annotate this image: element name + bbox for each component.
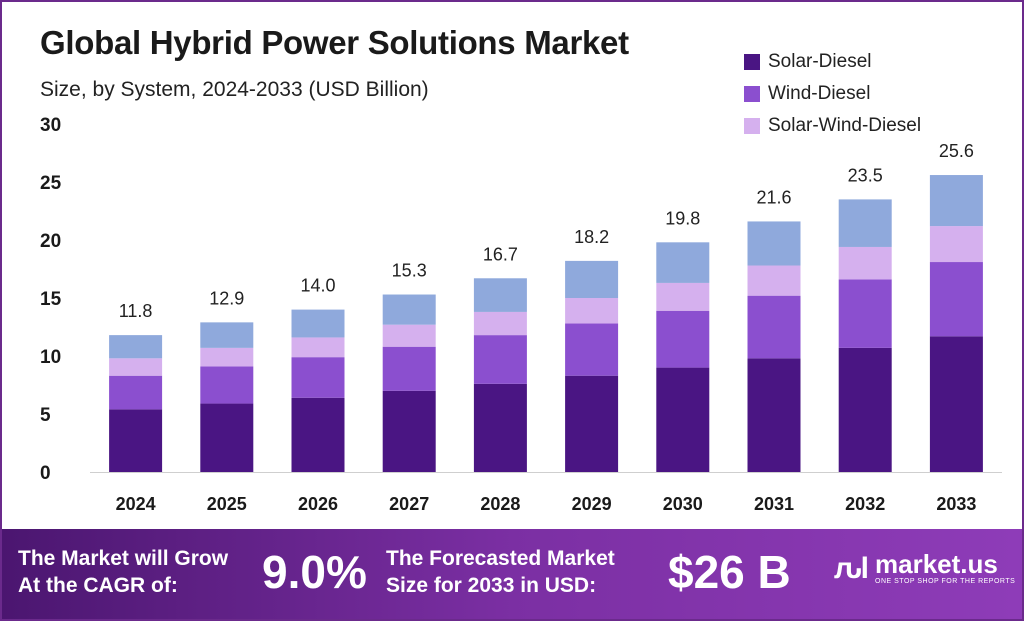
bar-segment-solar-wind-diesel bbox=[382, 324, 436, 347]
chart-legend: Solar-Diesel Wind-Diesel Solar-Wind-Dies… bbox=[744, 46, 921, 142]
bar-segment-series-4 bbox=[382, 294, 436, 325]
legend-label: Solar-Wind-Diesel bbox=[768, 115, 922, 136]
bar-total-label: 14.0 bbox=[300, 276, 335, 296]
cagr-label: The Market will Grow At the CAGR of: bbox=[18, 545, 228, 599]
bar-total-label: 15.3 bbox=[392, 261, 427, 281]
bar-segment-wind-diesel bbox=[929, 262, 983, 337]
legend-item-solar-diesel: Solar-Diesel bbox=[744, 46, 921, 78]
bar-segment-solar-diesel bbox=[109, 409, 163, 472]
bar-total-label: 18.2 bbox=[574, 227, 609, 247]
bar-segment-solar-wind-diesel bbox=[565, 298, 619, 324]
chart-title: Global Hybrid Power Solutions Market bbox=[40, 24, 629, 61]
footer-banner: The Market will Grow At the CAGR of: 9.0… bbox=[2, 529, 1022, 619]
legend-label: Solar-Diesel bbox=[768, 51, 872, 72]
x-tick-label: 2026 bbox=[298, 494, 338, 514]
bar-total-label: 16.7 bbox=[483, 244, 518, 264]
legend-swatch bbox=[744, 86, 760, 102]
y-tick-label: 10 bbox=[40, 347, 61, 368]
bar-segment-solar-diesel bbox=[473, 383, 527, 472]
x-tick-label: 2033 bbox=[936, 494, 976, 514]
bar-segment-series-4 bbox=[291, 309, 345, 338]
y-tick-label: 5 bbox=[40, 405, 51, 426]
forecast-label: The Forecasted Market Size for 2033 in U… bbox=[386, 545, 615, 599]
bar-total-label: 21.6 bbox=[756, 187, 791, 207]
bar-total-label: 12.9 bbox=[209, 288, 244, 308]
bar-segment-series-4 bbox=[200, 322, 254, 348]
bar-segment-solar-diesel bbox=[200, 403, 254, 472]
bar-segment-solar-wind-diesel bbox=[291, 337, 345, 358]
logo-tagline: ONE STOP SHOP FOR THE REPORTS bbox=[875, 578, 1016, 585]
bar-segment-series-4 bbox=[109, 335, 163, 359]
bar-total-label: 11.8 bbox=[119, 301, 153, 321]
forecast-label-line1: The Forecasted Market bbox=[386, 547, 615, 570]
bar-segment-wind-diesel bbox=[291, 357, 345, 398]
x-tick-label: 2027 bbox=[389, 494, 429, 514]
bar-segment-wind-diesel bbox=[838, 279, 892, 348]
bar-segment-wind-diesel bbox=[473, 335, 527, 384]
bar-segment-solar-diesel bbox=[929, 336, 983, 472]
forecast-label-line2: Size for 2033 in USD: bbox=[386, 574, 597, 597]
bar-segment-wind-diesel bbox=[656, 310, 710, 368]
bar-segment-wind-diesel bbox=[200, 366, 254, 404]
bar-segment-solar-diesel bbox=[382, 390, 436, 472]
bar-chart: 05101520253011.8202412.9202514.0202615.3… bbox=[40, 115, 1002, 514]
logo-name: market.us bbox=[875, 549, 998, 579]
legend-item-solar-wind-diesel: Solar-Wind-Diesel bbox=[744, 110, 921, 142]
x-tick-label: 2031 bbox=[754, 494, 794, 514]
cagr-label-line2: At the CAGR of: bbox=[18, 574, 178, 597]
bar-segment-wind-diesel bbox=[382, 346, 436, 391]
legend-label: Wind-Diesel bbox=[768, 83, 871, 104]
legend-item-wind-diesel: Wind-Diesel bbox=[744, 78, 921, 110]
y-tick-label: 30 bbox=[40, 115, 61, 136]
x-tick-label: 2029 bbox=[572, 494, 612, 514]
x-tick-label: 2032 bbox=[845, 494, 885, 514]
x-tick-label: 2025 bbox=[207, 494, 247, 514]
bar-total-label: 23.5 bbox=[848, 165, 883, 185]
bar-segment-series-4 bbox=[473, 278, 527, 312]
cagr-value: 9.0% bbox=[262, 546, 367, 598]
y-tick-label: 0 bbox=[40, 463, 51, 484]
bar-segment-solar-wind-diesel bbox=[656, 282, 710, 311]
cagr-label-line1: The Market will Grow bbox=[18, 547, 229, 570]
forecast-value: $26 B bbox=[668, 546, 791, 598]
bar-segment-solar-diesel bbox=[747, 358, 801, 472]
bar-segment-solar-wind-diesel bbox=[929, 226, 983, 263]
bar-segment-series-4 bbox=[565, 260, 619, 298]
bar-segment-solar-diesel bbox=[838, 347, 892, 472]
bar-segment-series-4 bbox=[747, 221, 801, 266]
y-tick-label: 20 bbox=[40, 231, 61, 252]
legend-swatch bbox=[744, 54, 760, 70]
x-tick-label: 2024 bbox=[116, 494, 156, 514]
bar-segment-solar-wind-diesel bbox=[200, 347, 254, 367]
bar-segment-solar-diesel bbox=[291, 397, 345, 472]
logo-text: market.us ONE STOP SHOP FOR THE REPORTS bbox=[875, 551, 1015, 586]
bar-segment-series-4 bbox=[929, 175, 983, 227]
y-tick-label: 25 bbox=[40, 173, 62, 194]
bar-segment-wind-diesel bbox=[565, 323, 619, 376]
market-us-logo: ԉl market.us ONE STOP SHOP FOR THE REPOR… bbox=[834, 551, 1015, 586]
x-tick-label: 2030 bbox=[663, 494, 703, 514]
bar-segment-wind-diesel bbox=[747, 295, 801, 359]
bar-segment-solar-diesel bbox=[656, 367, 710, 472]
bar-segment-solar-diesel bbox=[565, 375, 619, 472]
bar-segment-solar-wind-diesel bbox=[838, 246, 892, 280]
chart-subtitle: Size, by System, 2024-2033 (USD Billion) bbox=[40, 78, 429, 101]
bar-total-label: 25.6 bbox=[939, 141, 974, 161]
y-tick-label: 15 bbox=[40, 289, 62, 310]
legend-swatch bbox=[744, 118, 760, 134]
x-tick-label: 2028 bbox=[480, 494, 520, 514]
bar-segment-series-4 bbox=[656, 242, 710, 283]
bar-segment-solar-wind-diesel bbox=[109, 358, 163, 376]
bar-segment-series-4 bbox=[838, 199, 892, 247]
bar-segment-solar-wind-diesel bbox=[473, 311, 527, 336]
bar-segment-solar-wind-diesel bbox=[747, 265, 801, 296]
bar-segment-wind-diesel bbox=[109, 375, 163, 410]
market-us-logo-icon: ԉl bbox=[834, 551, 869, 585]
bar-total-label: 19.8 bbox=[665, 208, 700, 228]
